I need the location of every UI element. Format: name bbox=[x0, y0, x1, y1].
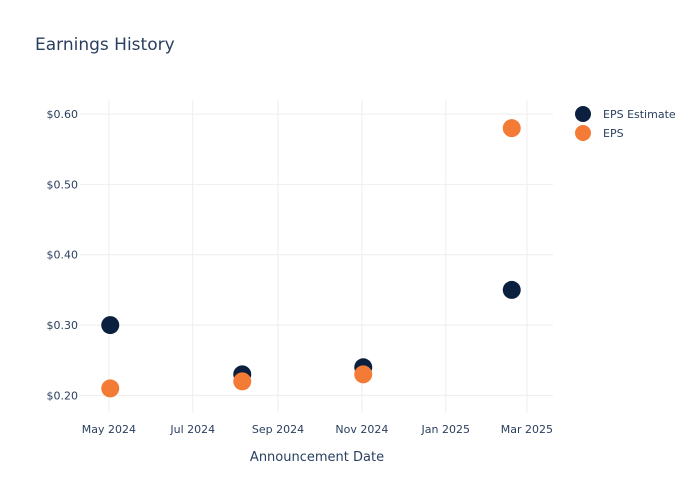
point-eps[interactable] bbox=[233, 372, 252, 391]
x-tick-label: Jan 2025 bbox=[421, 423, 470, 436]
point-eps-estimate[interactable] bbox=[502, 280, 521, 299]
x-tick-label: Nov 2024 bbox=[335, 423, 388, 436]
legend[interactable]: EPS Estimate EPS bbox=[575, 106, 676, 141]
y-tick-label: $0.40 bbox=[47, 249, 79, 262]
x-tick-label: Jul 2024 bbox=[169, 423, 215, 436]
y-tick-label: $0.60 bbox=[47, 108, 79, 121]
legend-item-eps[interactable]: EPS bbox=[575, 125, 624, 141]
y-tick-label: $0.30 bbox=[47, 319, 79, 332]
point-eps[interactable] bbox=[101, 379, 120, 398]
legend-item-eps-estimate[interactable]: EPS Estimate bbox=[575, 106, 676, 122]
x-tick-label: Sep 2024 bbox=[252, 423, 304, 436]
x-axis-ticks: May 2024 Jul 2024 Sep 2024 Nov 2024 Jan 2025… bbox=[82, 423, 553, 436]
y-tick-label: $0.50 bbox=[47, 178, 79, 191]
x-tick-label: Mar 2025 bbox=[501, 423, 553, 436]
legend-label-eps-estimate: EPS Estimate bbox=[603, 108, 676, 121]
x-tick-label: May 2024 bbox=[82, 423, 136, 436]
point-eps[interactable] bbox=[502, 119, 521, 138]
chart-title: Earnings History bbox=[35, 35, 175, 55]
y-axis-ticks: $0.20 $0.30 $0.40 $0.50 $0.60 bbox=[47, 108, 79, 402]
x-axis-title: Announcement Date bbox=[250, 450, 384, 465]
grid bbox=[80, 100, 553, 413]
legend-label-eps: EPS bbox=[603, 127, 624, 140]
legend-marker-eps-estimate bbox=[575, 106, 591, 122]
data-points bbox=[101, 119, 521, 398]
legend-marker-eps bbox=[575, 125, 591, 141]
point-eps-estimate[interactable] bbox=[101, 316, 120, 335]
y-tick-label: $0.20 bbox=[47, 389, 79, 402]
point-eps[interactable] bbox=[354, 365, 373, 384]
